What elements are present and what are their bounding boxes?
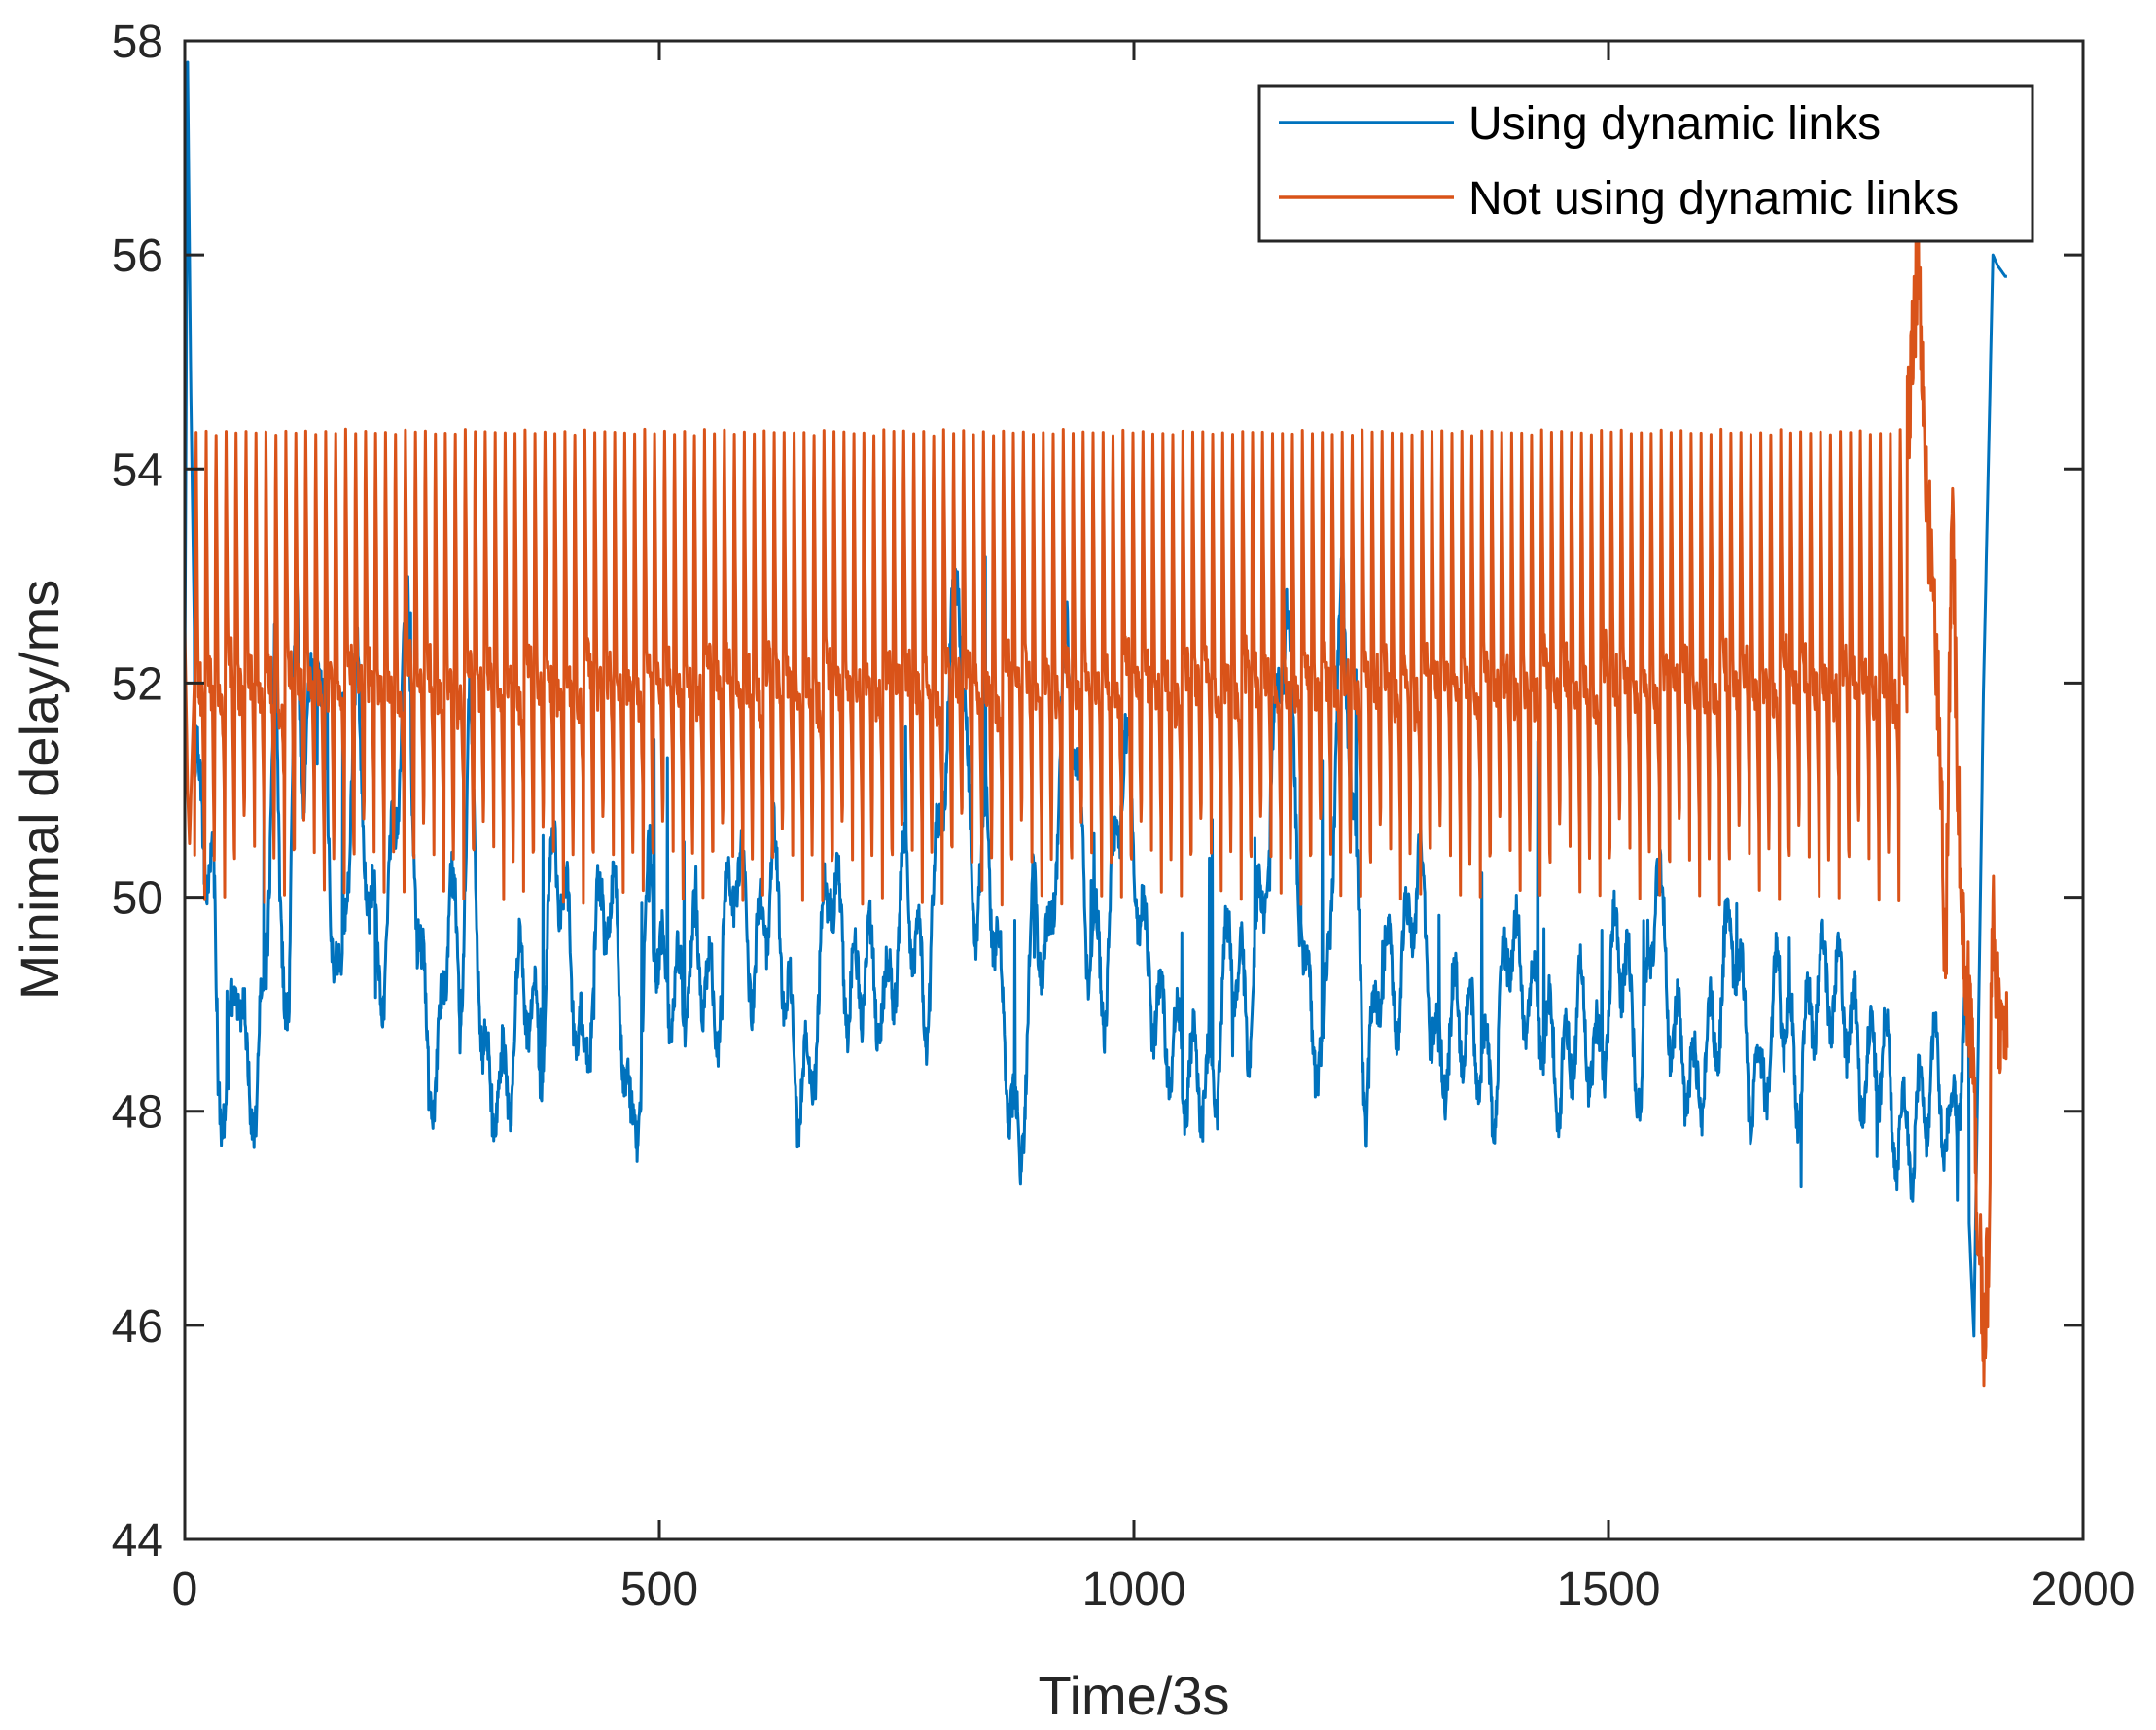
y-tick-label: 58 — [112, 17, 163, 68]
x-tick-label: 1500 — [1557, 1564, 1661, 1615]
y-tick-label: 50 — [112, 873, 163, 925]
y-tick-label: 52 — [112, 658, 163, 710]
x-tick-label: 1000 — [1082, 1564, 1186, 1615]
tick-layer: 0 500 1000 1500 2000 44 46 48 50 52 54 56 58 — [112, 17, 2136, 1615]
series-layer — [183, 60, 2009, 1388]
series-line-using-dynamic-links — [183, 60, 2008, 1338]
legend-label-using: Using dynamic links — [1468, 98, 1881, 150]
legend-label-not-using: Not using dynamic links — [1468, 173, 1959, 225]
y-axis-label: Minimal delay/ms — [9, 580, 70, 1001]
y-tick-label: 46 — [112, 1301, 163, 1353]
x-tick-label: 0 — [172, 1564, 198, 1615]
legend-box — [1257, 84, 2034, 243]
y-tick-label: 54 — [112, 444, 163, 496]
x-tick-label: 500 — [620, 1564, 698, 1615]
x-axis-label: Time/3s — [1038, 1665, 1229, 1726]
y-tick-label: 48 — [112, 1087, 163, 1139]
x-tick-label: 2000 — [2032, 1564, 2136, 1615]
legend: Using dynamic links Not using dynamic li… — [1257, 84, 2034, 243]
y-tick-label: 44 — [112, 1515, 163, 1567]
y-tick-label: 56 — [112, 230, 163, 282]
series-line-not-using-dynamic-links — [183, 200, 2009, 1388]
